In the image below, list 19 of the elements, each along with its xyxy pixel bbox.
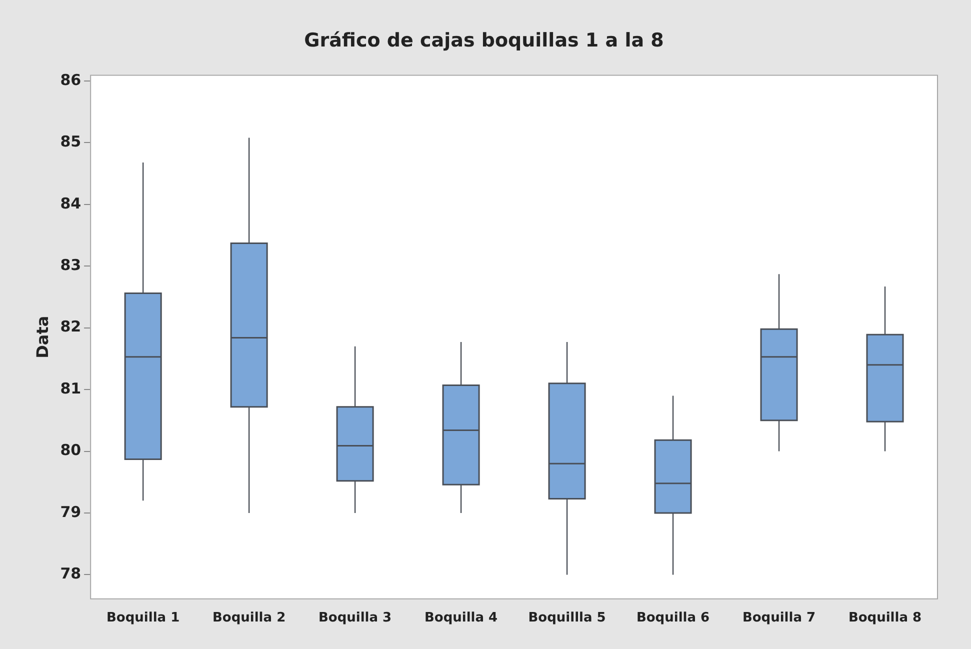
y-tick-label: 84: [60, 194, 82, 212]
y-tick-label: 86: [60, 70, 82, 89]
chart-title: Gráfico de cajas boquillas 1 a la 8: [304, 29, 664, 52]
x-tick-label: Boquilla 8: [848, 610, 922, 626]
y-tick-label: 79: [60, 502, 82, 521]
y-tick-label: 80: [60, 441, 82, 460]
x-tick-label: Boquilla 7: [742, 610, 816, 626]
x-tick-label: Boquilla 1: [106, 610, 180, 626]
x-tick-label: Boquilla 4: [424, 610, 498, 626]
y-tick-label: 82: [60, 318, 82, 336]
x-tick-label: Boquilla 2: [212, 610, 286, 626]
y-tick-label: 85: [60, 132, 82, 151]
y-axis-title: Data: [32, 316, 52, 358]
x-tick-label: Boquilla 6: [636, 610, 710, 626]
y-tick-label: 83: [60, 256, 82, 274]
y-tick-label: 81: [60, 379, 82, 398]
x-tick-label: Boquillla 5: [528, 610, 606, 626]
y-tick-label: 78: [60, 564, 82, 583]
x-tick-label: Boquilla 3: [318, 610, 392, 626]
